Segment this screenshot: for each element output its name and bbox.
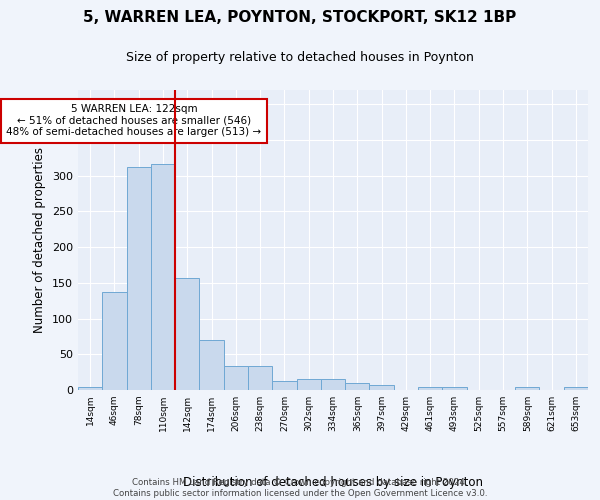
Bar	[272, 382, 296, 390]
Bar	[127, 167, 151, 390]
Bar	[175, 278, 199, 390]
Bar	[224, 366, 248, 390]
X-axis label: Distribution of detached houses by size in Poynton: Distribution of detached houses by size …	[183, 476, 483, 488]
Bar	[515, 387, 539, 390]
Bar	[151, 164, 175, 390]
Bar	[442, 387, 467, 390]
Bar	[370, 385, 394, 390]
Bar	[78, 387, 102, 390]
Bar	[345, 383, 370, 390]
Bar	[102, 292, 127, 390]
Text: 5, WARREN LEA, POYNTON, STOCKPORT, SK12 1BP: 5, WARREN LEA, POYNTON, STOCKPORT, SK12 …	[83, 10, 517, 25]
Bar	[418, 387, 442, 390]
Bar	[564, 387, 588, 390]
Bar	[199, 340, 224, 390]
Bar	[321, 380, 345, 390]
Text: Size of property relative to detached houses in Poynton: Size of property relative to detached ho…	[126, 51, 474, 64]
Text: 5 WARREN LEA: 122sqm
← 51% of detached houses are smaller (546)
48% of semi-deta: 5 WARREN LEA: 122sqm ← 51% of detached h…	[6, 104, 262, 138]
Bar	[248, 366, 272, 390]
Bar	[296, 380, 321, 390]
Text: Contains HM Land Registry data © Crown copyright and database right 2024.
Contai: Contains HM Land Registry data © Crown c…	[113, 478, 487, 498]
Y-axis label: Number of detached properties: Number of detached properties	[34, 147, 46, 333]
